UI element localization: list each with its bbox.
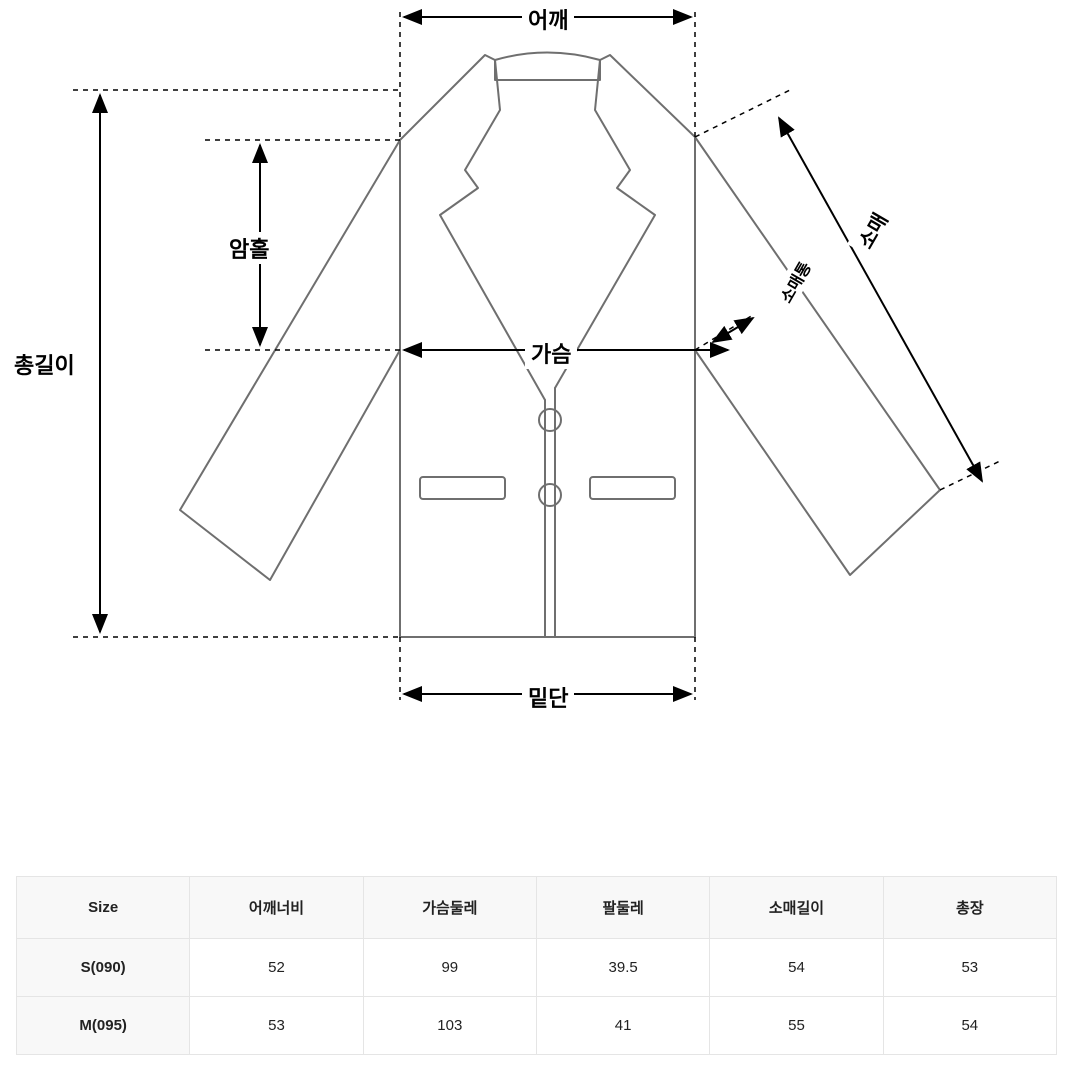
size-table: Size 어깨너비 가슴둘레 팔둘레 소매길이 총장 S(090) 52 99 …: [16, 876, 1057, 1055]
label-shoulder: 어깨: [522, 3, 574, 35]
jacket-diagram: 어깨 총길이 암홀 가슴 밑단 소매 소매통: [0, 0, 1073, 740]
label-hem: 밑단: [522, 681, 574, 713]
cell: 39.5: [536, 939, 709, 997]
cell: 54: [710, 939, 883, 997]
col-sleeve: 소매길이: [710, 877, 883, 939]
table-header-row: Size 어깨너비 가슴둘레 팔둘레 소매길이 총장: [17, 877, 1057, 939]
col-length: 총장: [883, 877, 1056, 939]
cell: 41: [536, 997, 709, 1055]
cell-size: S(090): [17, 939, 190, 997]
table-row: M(095) 53 103 41 55 54: [17, 997, 1057, 1055]
cell: 99: [363, 939, 536, 997]
label-armhole: 암홀: [223, 232, 275, 264]
cell: 54: [883, 997, 1056, 1055]
col-arm: 팔둘레: [536, 877, 709, 939]
label-full-length: 총길이: [8, 348, 81, 380]
col-chest: 가슴둘레: [363, 877, 536, 939]
col-shoulder: 어깨너비: [190, 877, 363, 939]
table-row: S(090) 52 99 39.5 54 53: [17, 939, 1057, 997]
cell: 55: [710, 997, 883, 1055]
col-size: Size: [17, 877, 190, 939]
cell: 53: [883, 939, 1056, 997]
label-chest: 가슴: [525, 337, 577, 369]
cell: 53: [190, 997, 363, 1055]
cell-size: M(095): [17, 997, 190, 1055]
cell: 103: [363, 997, 536, 1055]
cell: 52: [190, 939, 363, 997]
